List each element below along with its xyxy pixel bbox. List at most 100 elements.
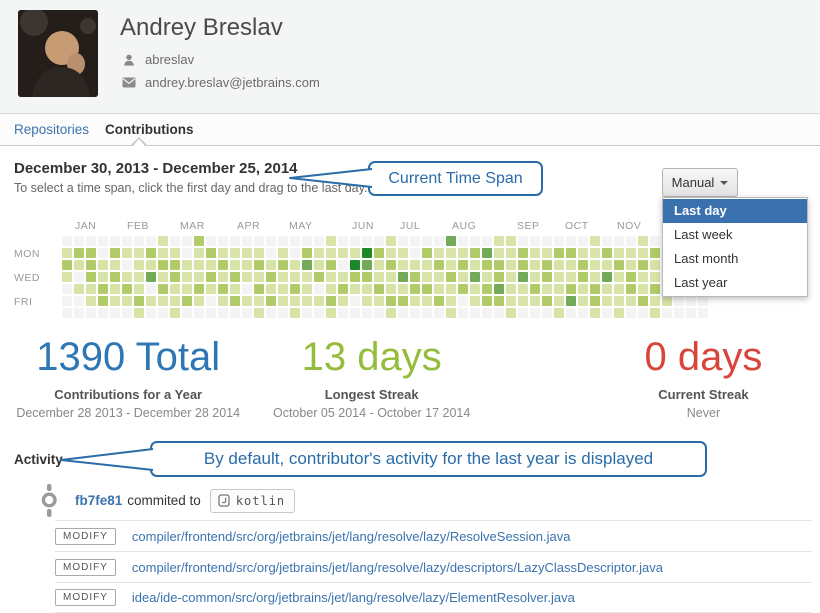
heatmap-cell[interactable] bbox=[398, 284, 408, 294]
heatmap-cell[interactable] bbox=[410, 308, 420, 318]
heatmap-cell[interactable] bbox=[278, 284, 288, 294]
heatmap-cell[interactable] bbox=[326, 272, 336, 282]
heatmap-cell[interactable] bbox=[422, 296, 432, 306]
heatmap-cell[interactable] bbox=[182, 272, 192, 282]
heatmap-cell[interactable] bbox=[86, 260, 96, 270]
heatmap-cell[interactable] bbox=[614, 308, 624, 318]
heatmap-cell[interactable] bbox=[470, 272, 480, 282]
heatmap-cell[interactable] bbox=[98, 260, 108, 270]
heatmap-cell[interactable] bbox=[542, 296, 552, 306]
heatmap-cell[interactable] bbox=[266, 272, 276, 282]
heatmap-cell[interactable] bbox=[458, 308, 468, 318]
heatmap-cell[interactable] bbox=[170, 284, 180, 294]
heatmap-cell[interactable] bbox=[410, 260, 420, 270]
heatmap-cell[interactable] bbox=[230, 272, 240, 282]
heatmap-cell[interactable] bbox=[338, 236, 348, 246]
heatmap-cell[interactable] bbox=[110, 272, 120, 282]
heatmap-cell[interactable] bbox=[638, 272, 648, 282]
heatmap-cell[interactable] bbox=[230, 248, 240, 258]
heatmap-cell[interactable] bbox=[446, 248, 456, 258]
heatmap-cell[interactable] bbox=[290, 236, 300, 246]
heatmap-cell[interactable] bbox=[314, 272, 324, 282]
heatmap-cell[interactable] bbox=[386, 248, 396, 258]
repo-chip[interactable]: kotlin bbox=[209, 488, 296, 513]
heatmap-cell[interactable] bbox=[494, 260, 504, 270]
heatmap-cell[interactable] bbox=[74, 272, 84, 282]
heatmap-cell[interactable] bbox=[470, 248, 480, 258]
heatmap-cell[interactable] bbox=[494, 236, 504, 246]
heatmap-cell[interactable] bbox=[182, 296, 192, 306]
heatmap-cell[interactable] bbox=[422, 248, 432, 258]
heatmap-cell[interactable] bbox=[518, 260, 528, 270]
heatmap-cell[interactable] bbox=[650, 260, 660, 270]
heatmap-cell[interactable] bbox=[98, 284, 108, 294]
heatmap-cell[interactable] bbox=[446, 272, 456, 282]
heatmap-cell[interactable] bbox=[338, 284, 348, 294]
heatmap-cell[interactable] bbox=[254, 236, 264, 246]
heatmap-cell[interactable] bbox=[458, 260, 468, 270]
heatmap-cell[interactable] bbox=[326, 260, 336, 270]
heatmap-cell[interactable] bbox=[254, 296, 264, 306]
heatmap-cell[interactable] bbox=[482, 272, 492, 282]
heatmap-cell[interactable] bbox=[182, 236, 192, 246]
heatmap-cell[interactable] bbox=[62, 236, 72, 246]
heatmap-cell[interactable] bbox=[218, 236, 228, 246]
heatmap-cell[interactable] bbox=[182, 260, 192, 270]
heatmap-cell[interactable] bbox=[494, 248, 504, 258]
heatmap-cell[interactable] bbox=[530, 284, 540, 294]
heatmap-cell[interactable] bbox=[254, 284, 264, 294]
heatmap-cell[interactable] bbox=[422, 236, 432, 246]
heatmap-cell[interactable] bbox=[494, 296, 504, 306]
heatmap-cell[interactable] bbox=[506, 308, 516, 318]
heatmap-cell[interactable] bbox=[158, 284, 168, 294]
heatmap-cell[interactable] bbox=[410, 272, 420, 282]
heatmap-cell[interactable] bbox=[434, 308, 444, 318]
heatmap-cell[interactable] bbox=[506, 284, 516, 294]
heatmap-cell[interactable] bbox=[266, 260, 276, 270]
heatmap-cell[interactable] bbox=[626, 260, 636, 270]
heatmap-cell[interactable] bbox=[434, 260, 444, 270]
heatmap-cell[interactable] bbox=[494, 272, 504, 282]
heatmap-cell[interactable] bbox=[434, 272, 444, 282]
heatmap-cell[interactable] bbox=[470, 296, 480, 306]
heatmap-cell[interactable] bbox=[266, 296, 276, 306]
heatmap-cell[interactable] bbox=[146, 236, 156, 246]
heatmap-cell[interactable] bbox=[266, 308, 276, 318]
heatmap-cell[interactable] bbox=[362, 272, 372, 282]
heatmap-cell[interactable] bbox=[158, 236, 168, 246]
heatmap-cell[interactable] bbox=[122, 308, 132, 318]
heatmap-cell[interactable] bbox=[134, 248, 144, 258]
heatmap-cell[interactable] bbox=[98, 308, 108, 318]
heatmap-cell[interactable] bbox=[146, 308, 156, 318]
heatmap-cell[interactable] bbox=[506, 272, 516, 282]
heatmap-cell[interactable] bbox=[374, 308, 384, 318]
heatmap-cell[interactable] bbox=[86, 296, 96, 306]
heatmap-cell[interactable] bbox=[542, 248, 552, 258]
heatmap-cell[interactable] bbox=[242, 260, 252, 270]
heatmap-cell[interactable] bbox=[518, 296, 528, 306]
heatmap-cell[interactable] bbox=[326, 248, 336, 258]
heatmap-cell[interactable] bbox=[602, 308, 612, 318]
heatmap-cell[interactable] bbox=[698, 296, 708, 306]
heatmap-cell[interactable] bbox=[122, 284, 132, 294]
heatmap-cell[interactable] bbox=[374, 248, 384, 258]
heatmap-cell[interactable] bbox=[470, 260, 480, 270]
heatmap-cell[interactable] bbox=[146, 284, 156, 294]
heatmap-cell[interactable] bbox=[530, 308, 540, 318]
heatmap-cell[interactable] bbox=[554, 308, 564, 318]
heatmap-cell[interactable] bbox=[110, 296, 120, 306]
heatmap-cell[interactable] bbox=[566, 236, 576, 246]
heatmap-cell[interactable] bbox=[530, 260, 540, 270]
heatmap-cell[interactable] bbox=[626, 296, 636, 306]
heatmap-cell[interactable] bbox=[206, 308, 216, 318]
heatmap-cell[interactable] bbox=[374, 272, 384, 282]
heatmap-cell[interactable] bbox=[350, 248, 360, 258]
heatmap-cell[interactable] bbox=[638, 308, 648, 318]
heatmap-cell[interactable] bbox=[242, 308, 252, 318]
heatmap-cell[interactable] bbox=[590, 260, 600, 270]
heatmap-cell[interactable] bbox=[170, 308, 180, 318]
heatmap-cell[interactable] bbox=[278, 308, 288, 318]
heatmap-cell[interactable] bbox=[518, 272, 528, 282]
heatmap-cell[interactable] bbox=[146, 296, 156, 306]
heatmap-cell[interactable] bbox=[86, 272, 96, 282]
